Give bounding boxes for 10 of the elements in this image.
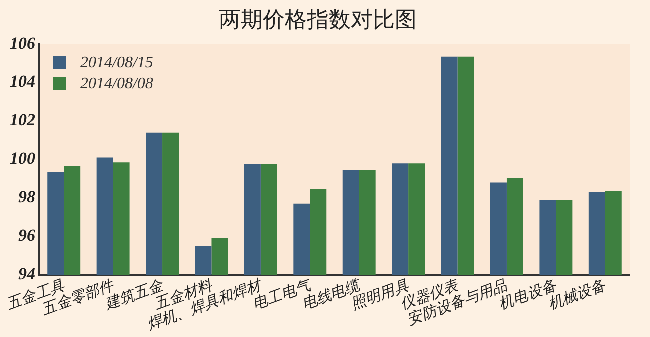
y-tick-label: 104 <box>10 72 36 92</box>
y-tick-label: 96 <box>18 226 36 245</box>
y-tick-label: 106 <box>10 34 36 53</box>
y-tick-label: 102 <box>10 110 36 130</box>
legend-label: 2014/08/08 <box>80 76 154 93</box>
y-tick-label: 100 <box>10 149 36 168</box>
y-tick-label: 98 <box>18 188 36 207</box>
y-tick-label: 94 <box>18 264 36 284</box>
legend-label: 2014/08/15 <box>80 54 154 72</box>
chart-title: 两期价格指数对比图 <box>219 6 417 32</box>
